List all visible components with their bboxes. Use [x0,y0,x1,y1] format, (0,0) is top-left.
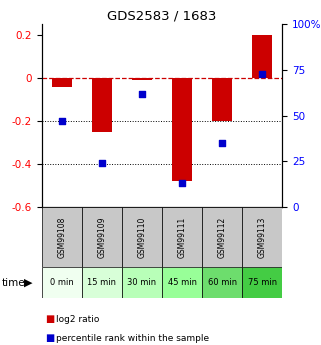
Point [260,71,265,76]
Text: GSM99110: GSM99110 [137,217,147,258]
Bar [202,207,242,267]
Text: 60 min: 60 min [208,278,237,287]
Text: GSM99112: GSM99112 [218,217,227,258]
Text: GSM99113: GSM99113 [258,217,267,258]
Bar [212,78,232,121]
Bar [242,207,282,267]
Bar [122,267,162,298]
Bar [172,78,192,181]
Bar [82,267,122,298]
Bar [52,78,72,87]
Text: ▶: ▶ [24,278,33,288]
Text: 45 min: 45 min [168,278,197,287]
Point [59,118,64,124]
Bar [132,78,152,80]
Point [140,91,145,96]
Bar [162,267,202,298]
Bar [42,267,82,298]
Point [220,140,225,146]
Text: 0 min: 0 min [50,278,74,287]
Text: time: time [2,278,25,288]
Text: 15 min: 15 min [87,278,117,287]
Text: log2 ratio: log2 ratio [56,315,100,324]
Text: 75 min: 75 min [248,278,277,287]
Bar [162,207,202,267]
Text: ■: ■ [45,333,54,343]
Bar [82,207,122,267]
Bar [252,35,273,78]
Bar [202,267,242,298]
Bar [92,78,112,132]
Bar [242,267,282,298]
Text: GSM99108: GSM99108 [57,217,66,258]
Point [180,180,185,186]
Title: GDS2583 / 1683: GDS2583 / 1683 [108,10,217,23]
Point [100,160,105,166]
Text: GSM99109: GSM99109 [97,216,107,258]
Text: GSM99111: GSM99111 [178,217,187,258]
Bar [42,207,82,267]
Text: percentile rank within the sample: percentile rank within the sample [56,334,209,343]
Text: ■: ■ [45,314,54,324]
Bar [122,207,162,267]
Text: 30 min: 30 min [127,278,157,287]
